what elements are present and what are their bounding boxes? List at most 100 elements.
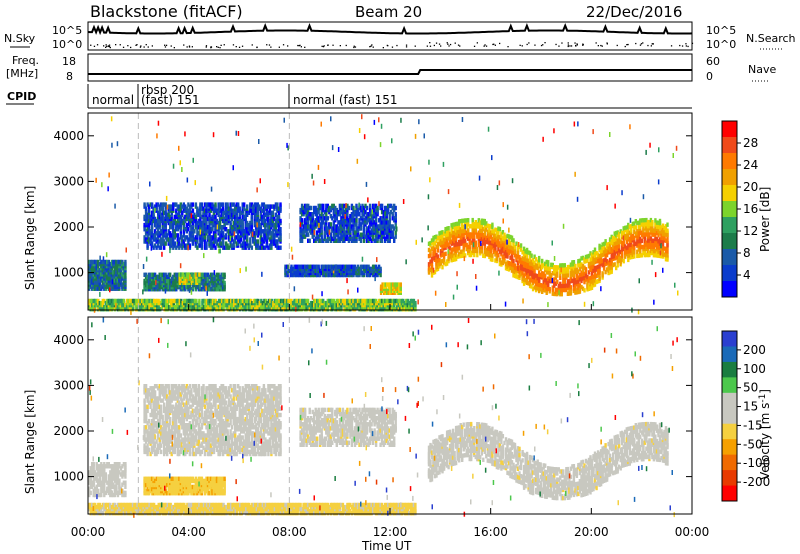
- data-cell: [196, 233, 199, 238]
- data-cell: [187, 212, 190, 217]
- data-cell: [589, 275, 592, 281]
- data-cell: [326, 207, 329, 213]
- data-cell: [158, 282, 161, 288]
- data-cell: [584, 273, 588, 278]
- data-cell: [441, 265, 444, 270]
- data-cell: [198, 272, 201, 277]
- data-cell: [337, 220, 340, 225]
- data-cell: [461, 253, 464, 258]
- data-cell: [323, 216, 326, 221]
- data-cell: [299, 236, 302, 241]
- data-cell: [158, 208, 161, 213]
- data-cell: [477, 240, 480, 246]
- data-cell: [302, 298, 305, 304]
- data-cell: [498, 235, 502, 240]
- data-cell: [166, 233, 169, 238]
- data-cell: [364, 234, 367, 239]
- data-cell: [473, 252, 476, 258]
- data-cell: [578, 277, 582, 282]
- data-cell: [193, 216, 196, 222]
- data-cell: [250, 210, 253, 215]
- data-cell: [163, 233, 166, 238]
- data-cell: [331, 203, 334, 209]
- data-cell: [234, 235, 237, 240]
- nsearch-point: [165, 44, 168, 46]
- data-cell: [262, 202, 266, 207]
- data-cell: [149, 202, 152, 207]
- data-cell: [273, 216, 276, 222]
- data-cell: [206, 272, 210, 277]
- data-cell: [241, 214, 244, 220]
- data-cell: [513, 245, 517, 250]
- data-cell: [338, 298, 342, 304]
- data-cell: [489, 240, 493, 246]
- data-cell: [279, 227, 282, 232]
- data-cell: [257, 298, 260, 304]
- data-cell: [346, 298, 349, 304]
- data-cell: [259, 227, 262, 232]
- data-cell: [213, 298, 216, 304]
- data-cell: [223, 235, 226, 240]
- data-cell: [381, 282, 384, 287]
- data-cell: [370, 228, 373, 233]
- data-cell: [501, 246, 505, 251]
- data-cell: [194, 214, 198, 220]
- data-cell: [188, 218, 192, 224]
- data-cell: [167, 204, 170, 209]
- data-cell: [337, 209, 340, 215]
- data-cell: [200, 202, 204, 207]
- data-cell: [346, 203, 349, 209]
- data-cell: [453, 255, 456, 260]
- data-cell: [462, 218, 465, 223]
- data-cell: [374, 238, 378, 243]
- data-cell: [199, 284, 202, 290]
- data-cell: [197, 225, 201, 230]
- data-cell: [121, 298, 124, 304]
- data-cell: [192, 298, 195, 304]
- data-cell: [516, 260, 520, 265]
- nsearch-point: [685, 45, 687, 47]
- data-cell: [232, 220, 235, 226]
- data-cell: [587, 276, 591, 281]
- data-cell: [571, 268, 574, 273]
- data-cell: [509, 255, 512, 260]
- data-cell: [149, 214, 152, 220]
- nsearch-point: [484, 44, 486, 46]
- data-cell: [199, 216, 202, 222]
- data-cell: [202, 206, 205, 211]
- data-cell: [163, 278, 166, 284]
- data-cell: [536, 263, 539, 269]
- data-cell: [578, 273, 582, 278]
- data-cell: [255, 298, 258, 304]
- data-cell: [88, 259, 91, 265]
- freq-panel: Freq. [MHz] 18 8 Nave 60 0: [6, 53, 776, 83]
- data-cell: [299, 207, 302, 213]
- data-cell: [262, 222, 266, 228]
- data-cell: [300, 203, 304, 209]
- data-cell: [217, 220, 220, 226]
- data-cell: [489, 234, 493, 239]
- data-cell: [368, 203, 372, 209]
- data-cell: [107, 286, 110, 291]
- data-cell: [128, 298, 132, 304]
- nsearch-point: [371, 44, 373, 46]
- data-cell: [226, 243, 229, 248]
- data-cell: [220, 208, 223, 213]
- data-cell: [224, 227, 228, 232]
- data-cell: [122, 261, 126, 267]
- data-cell: [519, 272, 523, 277]
- data-cell: [313, 302, 316, 308]
- data-cell: [316, 305, 319, 310]
- data-cell: [305, 226, 308, 231]
- data-cell: [249, 241, 252, 246]
- nsearch-point: [492, 43, 494, 46]
- data-cell: [116, 259, 120, 265]
- data-cell: [169, 278, 172, 284]
- data-cell: [212, 220, 216, 226]
- nsearch-point: [507, 46, 509, 48]
- data-cell: [572, 282, 576, 287]
- data-cell: [293, 270, 296, 276]
- data-cell: [371, 203, 375, 209]
- data-cell: [143, 202, 146, 207]
- data-cell: [310, 205, 313, 211]
